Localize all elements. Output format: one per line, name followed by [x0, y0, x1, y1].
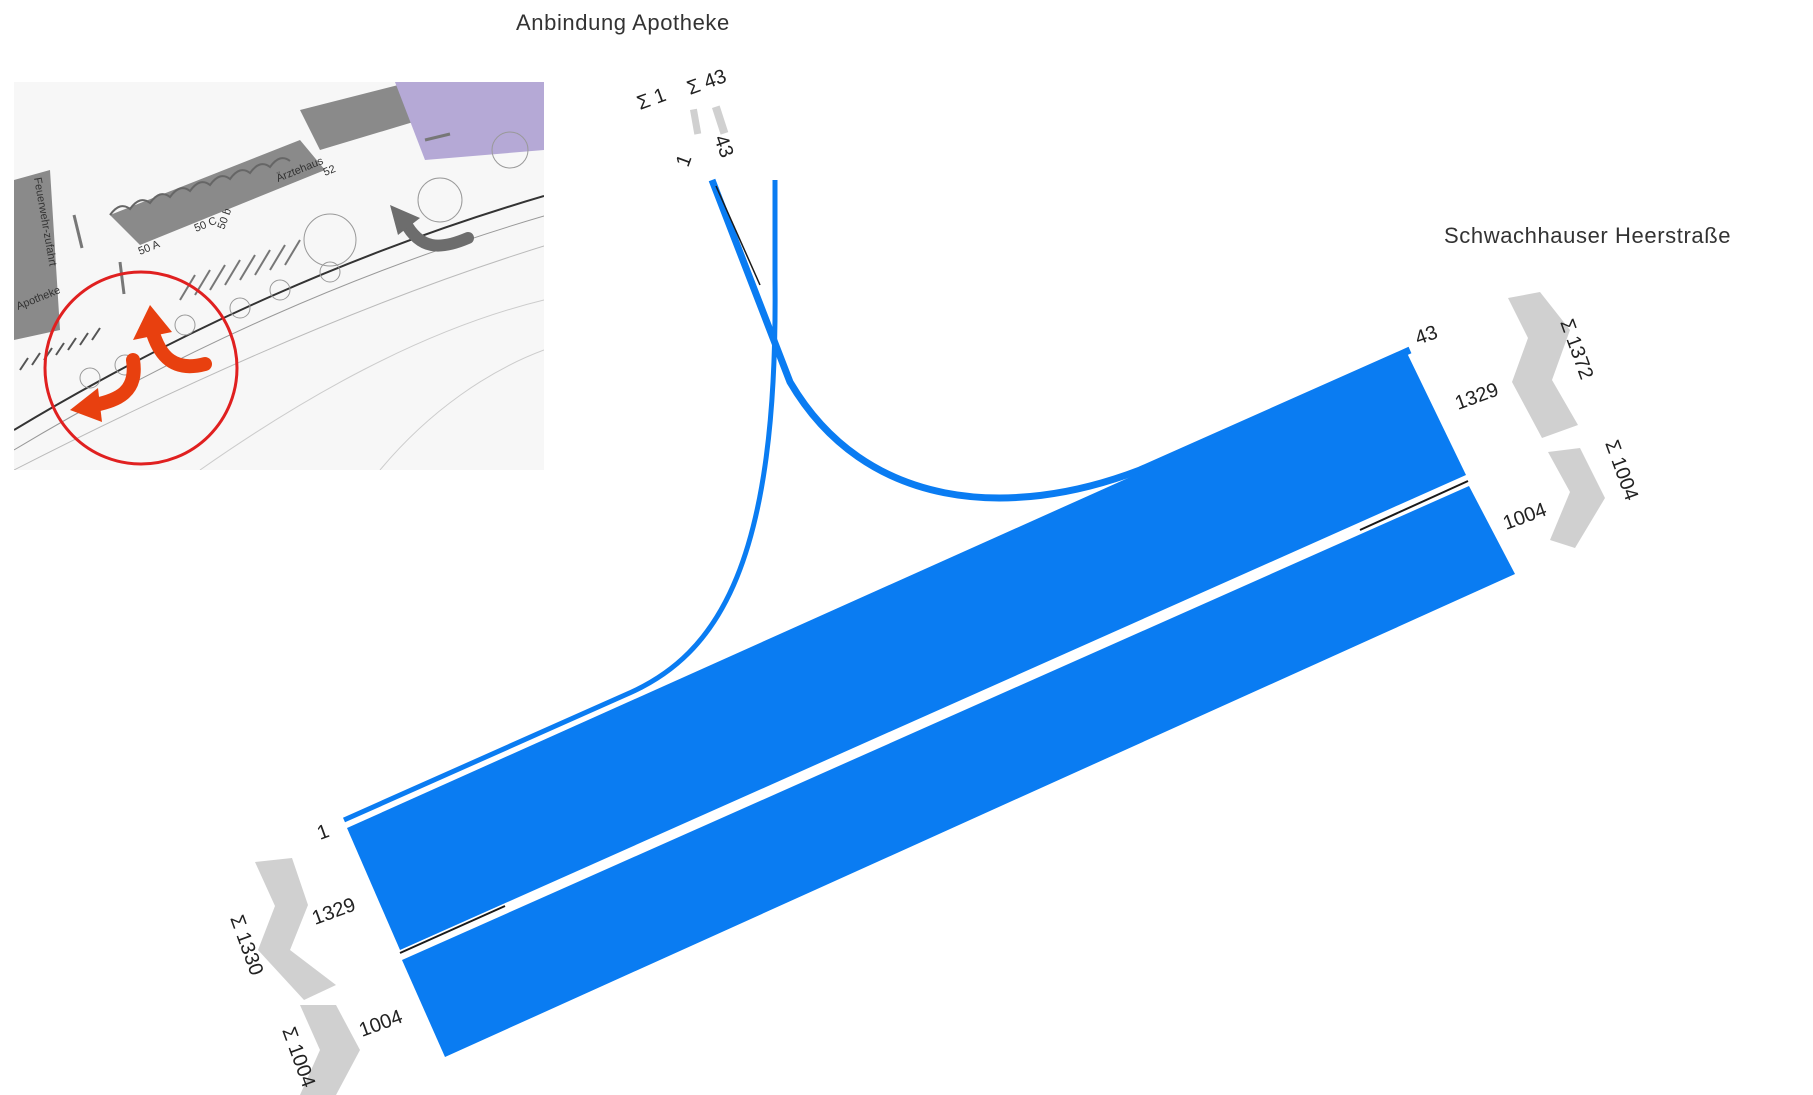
east-flow-small: 43 [1412, 321, 1440, 349]
east-sum-out: Σ 1004 [1600, 437, 1642, 503]
sum-arrow-branch-1 [690, 108, 702, 135]
sum-arrow-branch-43 [712, 105, 729, 135]
lane-line-west [399, 905, 506, 954]
flow-main-band-1329 [347, 353, 1466, 950]
movement-arrows [70, 305, 212, 422]
flow-bands [342, 178, 1515, 1057]
branch-sum-left: Σ 1 [634, 84, 669, 115]
flow-main-band-1004 [402, 486, 1515, 1057]
east-flow-main: 1329 [1452, 379, 1501, 415]
inset-site-map: Ärztehaus 52 Apotheke 50 A 50 C 50 b Feu… [14, 82, 544, 470]
west-flow-small: 1 [314, 820, 332, 844]
highlight-circle [43, 270, 239, 466]
west-flow-out: 1004 [356, 1006, 405, 1042]
sum-arrow-west-out [300, 1005, 360, 1095]
sum-arrow-west-in [255, 858, 336, 1000]
west-flow-main: 1329 [309, 894, 358, 930]
map-label-number-52: 52 [322, 163, 338, 179]
title-branch: Anbindung Apotheke [516, 10, 730, 35]
lane-line-branch [715, 185, 761, 286]
sum-arrow-east-in [1508, 292, 1578, 438]
branch-sum-right: Σ 43 [684, 65, 729, 99]
arrow-up-icon [133, 305, 172, 340]
lane-line-east [1359, 480, 1469, 531]
title-main-road: Schwachhauser Heerstraße [1444, 223, 1731, 248]
east-flow-out: 1004 [1500, 499, 1549, 535]
branch-flow-left: 1 [672, 152, 696, 170]
flow-west-to-branch [342, 180, 778, 823]
arrow-left-icon [70, 388, 102, 422]
sum-arrows [255, 105, 1605, 1095]
sum-arrow-east-out [1548, 448, 1605, 548]
flow-branch-to-east [708, 178, 1412, 502]
branch-flow-right: 43 [709, 132, 737, 160]
